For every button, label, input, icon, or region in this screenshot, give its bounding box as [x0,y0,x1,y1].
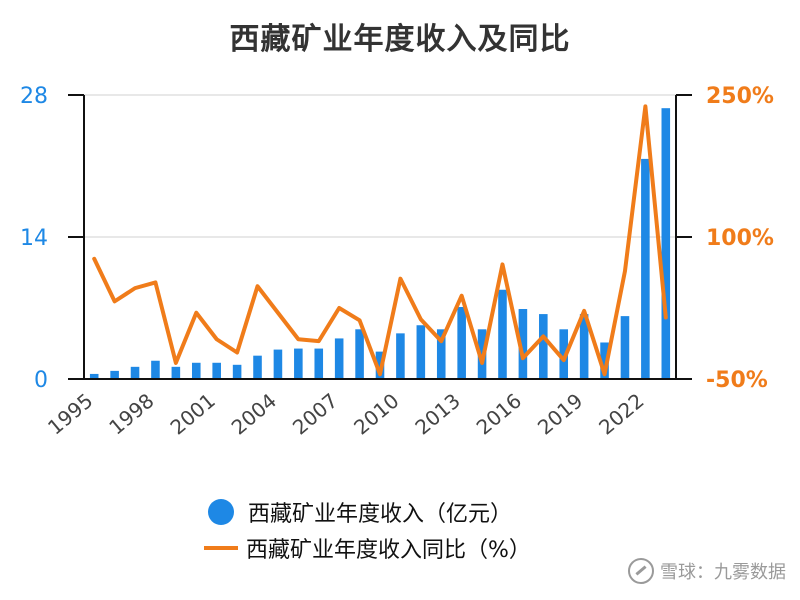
bar [232,364,242,379]
bar [436,329,446,379]
x-tick-label: 2022 [594,388,648,439]
x-tick-label: 2007 [288,388,342,439]
chart-title: 西藏矿业年度收入及同比 [229,22,571,57]
bar [457,306,466,379]
bar [334,338,344,379]
bar [191,362,201,379]
y-right-tick-label: -50% [706,368,768,393]
bar [559,329,569,379]
bar [600,342,609,379]
bar [416,325,426,379]
bar [396,333,405,379]
bar [579,314,589,379]
x-tick-label: 1998 [104,388,158,439]
y-right-tick-label: 250% [706,84,774,109]
x-tick-label: 2001 [165,388,219,439]
x-tick-label: 2010 [349,388,403,439]
bar [355,329,364,379]
bar [212,362,221,379]
bar [661,108,671,379]
legend-item-yoy[interactable]: 西藏矿业年度收入同比（%） [204,532,531,564]
watermark-text: 雪球：九雾数据 [660,562,786,583]
y-left-tick-label: 14 [20,226,48,251]
bar [294,348,303,379]
bar [518,309,528,379]
y-right-tick-label: 100% [706,226,774,251]
x-tick-label: 2019 [533,388,587,439]
bar [89,373,99,379]
bar [273,349,283,379]
xueqiu-logo-icon [628,558,654,584]
bar [641,158,650,379]
y-left-tick-label: 0 [34,368,48,393]
bar [110,370,119,379]
x-tick-label: 2013 [410,388,464,439]
bar [253,355,262,379]
x-tick-label: 2004 [227,388,281,439]
legend-label-yoy: 西藏矿业年度收入同比（%） [246,538,531,563]
legend-swatch-bar [208,499,234,525]
yoy-line [92,104,668,377]
bar [498,289,507,379]
bar [620,316,630,379]
bar [130,366,140,379]
legend-item-revenue[interactable]: 西藏矿业年度收入（亿元） [208,496,512,528]
legend-label-revenue: 西藏矿业年度收入（亿元） [248,502,513,527]
bar [171,366,181,379]
bar [539,314,548,379]
watermark: 雪球：九雾数据 [628,558,786,584]
legend-swatch-line [204,546,238,550]
x-tick-label: 2016 [472,388,526,439]
y-left-tick-label: 28 [20,84,48,109]
bar [314,348,324,379]
x-tick-label: 1995 [43,388,97,439]
bar [151,360,160,379]
